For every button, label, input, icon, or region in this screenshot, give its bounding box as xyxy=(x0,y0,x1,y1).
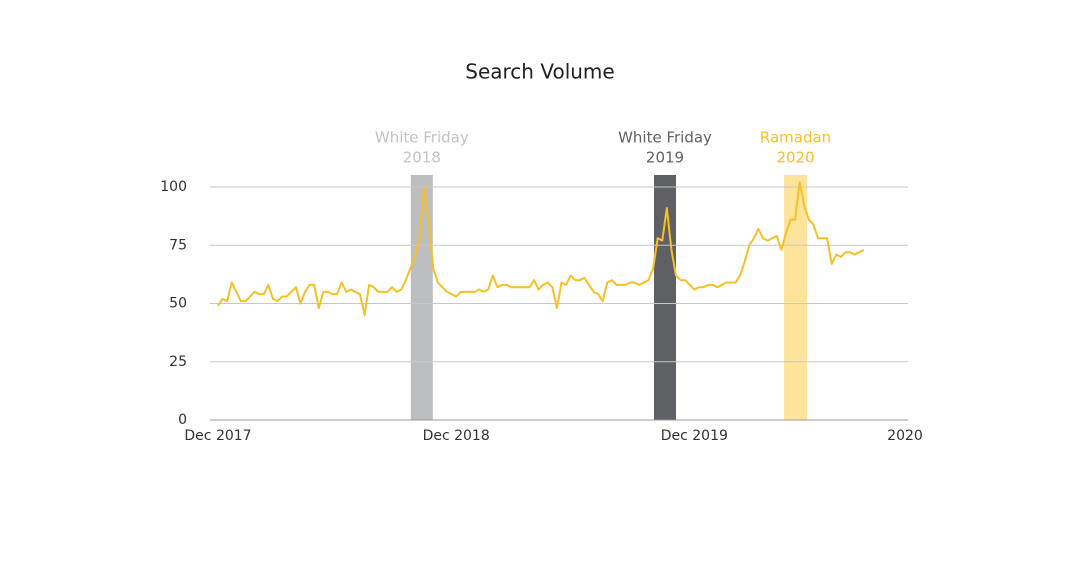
highlight-band xyxy=(410,175,433,420)
highlight-label: Ramadan xyxy=(760,129,831,147)
highlight-label: 2018 xyxy=(403,149,441,167)
x-tick-label: Dec 2019 xyxy=(661,428,728,444)
chart-title: Search Volume xyxy=(465,60,614,84)
line-series xyxy=(217,181,865,317)
y-tick-label: 50 xyxy=(169,296,187,312)
highlight-label: 2020 xyxy=(776,149,814,167)
x-tick-label: Dec 2018 xyxy=(423,428,490,444)
highlight-label: 2019 xyxy=(646,149,684,167)
x-tick-label: 2020 xyxy=(887,428,923,444)
x-tick-label: Dec 2017 xyxy=(184,428,251,444)
highlight-band xyxy=(784,175,807,420)
highlight-band xyxy=(654,175,676,420)
y-tick-label: 100 xyxy=(160,179,187,195)
y-tick-label: 75 xyxy=(169,237,187,253)
y-tick-label: 25 xyxy=(169,354,187,370)
y-tick-label: 0 xyxy=(178,412,187,428)
highlight-label: White Friday xyxy=(375,129,469,147)
highlight-label: White Friday xyxy=(618,129,712,147)
